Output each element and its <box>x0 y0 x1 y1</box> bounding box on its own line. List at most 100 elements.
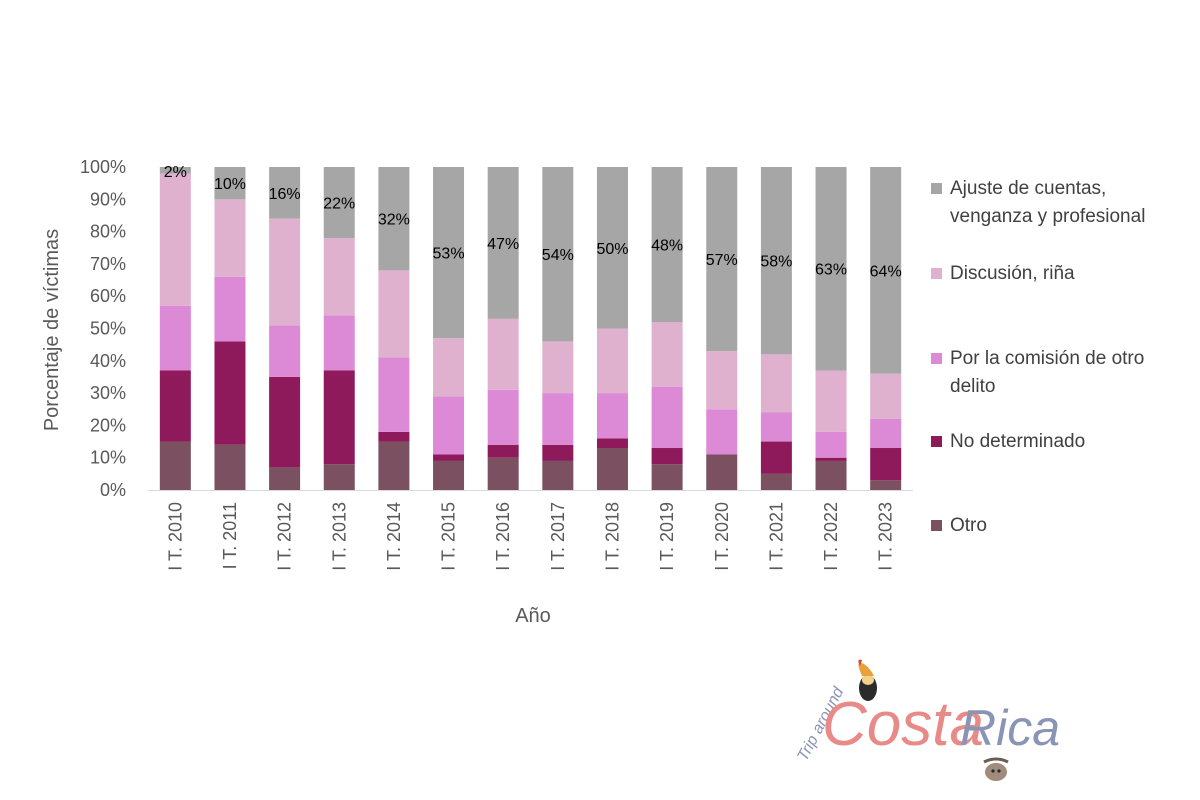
bar-segment <box>651 167 683 323</box>
data-label: 63% <box>815 262 847 279</box>
x-tick-label: I T. 2014 <box>384 502 404 571</box>
bar-segment <box>596 328 628 394</box>
y-tick-label: 80% <box>90 222 126 242</box>
bar-segment <box>870 373 902 419</box>
bar-segment <box>323 167 355 239</box>
bar-segment <box>323 315 355 371</box>
x-tick-label: I T. 2013 <box>329 502 349 571</box>
bar-segment <box>760 473 792 490</box>
bar-segment <box>542 460 574 490</box>
x-tick-label: I T. 2020 <box>712 502 732 571</box>
bar-segment <box>159 173 191 306</box>
bar-segment <box>214 199 246 277</box>
bar-segment <box>542 341 574 394</box>
x-tick-label: I T. 2012 <box>275 502 295 571</box>
bar-segment <box>378 431 410 442</box>
bar-segment <box>542 393 574 445</box>
data-label: 16% <box>269 186 301 203</box>
bar-segment <box>760 441 792 474</box>
bar-segment <box>706 351 738 410</box>
bar-segment <box>596 438 628 449</box>
bar-segment <box>651 448 683 465</box>
watermark-logo: Trip around Costa Rica <box>795 659 1060 781</box>
data-label: 57% <box>706 252 738 269</box>
legend-label: Otro <box>950 515 987 536</box>
bar-segment <box>815 460 847 490</box>
bar-segment <box>870 448 902 481</box>
bar-segment <box>269 467 301 490</box>
y-axis-ticks: 0% 10% 20% 30% 40% 50% 60% 70% 80% 90% 100% <box>80 157 126 500</box>
data-label: 64% <box>870 263 902 280</box>
x-tick-label: I T. 2023 <box>876 502 896 571</box>
bar-segment <box>487 457 519 490</box>
x-tick-label: I T. 2010 <box>165 502 185 571</box>
bar-segment <box>706 454 738 490</box>
data-label: 22% <box>323 196 355 213</box>
bar-segment <box>433 454 465 461</box>
bar-segment <box>870 480 902 490</box>
data-label: 53% <box>433 246 465 263</box>
data-label: 58% <box>760 254 792 271</box>
bar-segment <box>269 325 301 377</box>
bar-segment <box>760 354 792 413</box>
bar-segment <box>596 393 628 439</box>
legend-swatch <box>931 353 942 364</box>
bar-segment <box>323 370 355 465</box>
y-axis-title: Porcentaje de víctimas <box>41 229 63 431</box>
x-tick-label: I T. 2015 <box>439 502 459 571</box>
bar-groups <box>159 167 902 490</box>
y-tick-label: 60% <box>90 286 126 306</box>
bar-segment <box>815 457 847 461</box>
y-tick-label: 90% <box>90 189 126 209</box>
watermark-word2: Rica <box>960 700 1060 756</box>
data-label: 48% <box>651 238 683 255</box>
bar-segment <box>651 464 683 490</box>
bar-segment <box>433 460 465 490</box>
legend-label: Por la comisión de otro delito <box>950 348 1144 397</box>
y-tick-label: 70% <box>90 254 126 274</box>
bar-segment <box>323 464 355 490</box>
y-tick-label: 0% <box>100 480 126 500</box>
data-label: 10% <box>214 176 246 193</box>
bar-segment <box>706 167 738 352</box>
legend-swatch <box>931 436 942 447</box>
data-label: 54% <box>542 247 574 264</box>
bar-segment <box>378 167 410 271</box>
bar-segment <box>706 409 738 455</box>
bar-segment <box>542 167 574 342</box>
bar-segment <box>159 441 191 490</box>
bar-segment <box>214 341 246 445</box>
y-tick-label: 20% <box>90 415 126 435</box>
y-tick-label: 40% <box>90 351 126 371</box>
legend-swatch <box>931 520 942 531</box>
bar-segment <box>651 322 683 387</box>
y-tick-label: 30% <box>90 383 126 403</box>
bar-segment <box>542 444 574 461</box>
bar-segment <box>596 167 628 329</box>
legend-label: No determinado <box>950 431 1085 452</box>
legend-swatch <box>931 183 942 194</box>
bar-segment <box>815 431 847 458</box>
y-tick-label: 10% <box>90 448 126 468</box>
y-tick-label: 100% <box>80 157 126 177</box>
legend: Ajuste de cuentas, venganza y profesional… <box>931 178 1145 536</box>
bar-segment <box>815 167 847 371</box>
x-axis-ticks: I T. 2010 I T. 2011 I T. 2012 I T. 2013 I T.… <box>165 502 895 571</box>
x-tick-label: I T. 2016 <box>493 502 513 571</box>
bar-segment <box>323 238 355 316</box>
bar-segment <box>870 167 902 374</box>
data-labels: 2% 10% 16% 22% 32% 53% 47% 54% 50% 48% 57% 58% 63% 64… <box>164 164 902 280</box>
data-label: 50% <box>596 241 628 258</box>
x-tick-label: I T. 2021 <box>766 502 786 571</box>
bar-segment <box>433 338 465 397</box>
data-label: 47% <box>487 236 519 253</box>
bar-segment <box>870 418 902 449</box>
bar-segment <box>159 370 191 442</box>
sloth-icon <box>983 757 1009 781</box>
bar-segment <box>760 412 792 442</box>
bar-segment <box>214 167 246 200</box>
bar-segment <box>269 167 301 219</box>
legend-label: Ajuste de cuentas, venganza y profesional <box>950 178 1145 227</box>
bar-segment <box>159 305 191 371</box>
